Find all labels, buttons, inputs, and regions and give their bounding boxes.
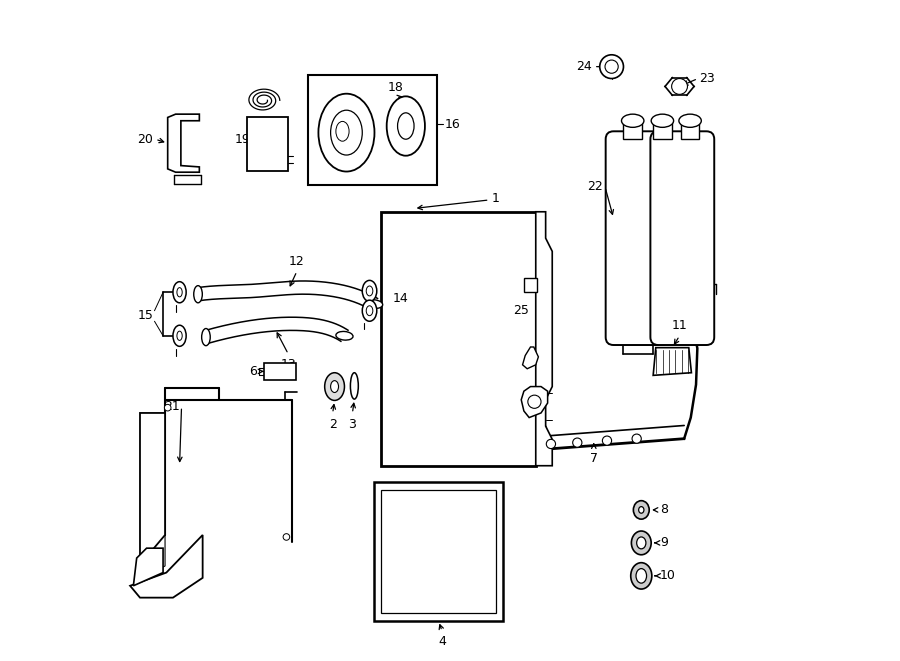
- Ellipse shape: [330, 110, 363, 155]
- Text: 21: 21: [164, 400, 180, 413]
- FancyBboxPatch shape: [606, 132, 670, 345]
- Ellipse shape: [173, 325, 186, 346]
- Circle shape: [605, 60, 618, 73]
- Ellipse shape: [387, 97, 425, 156]
- Ellipse shape: [173, 282, 186, 303]
- Text: 1: 1: [491, 192, 500, 205]
- Polygon shape: [521, 387, 547, 418]
- Ellipse shape: [363, 280, 377, 301]
- Circle shape: [165, 405, 171, 411]
- Circle shape: [602, 436, 612, 446]
- Text: 11: 11: [671, 319, 688, 332]
- Ellipse shape: [177, 288, 182, 297]
- Text: 5: 5: [544, 435, 552, 447]
- Ellipse shape: [363, 300, 377, 321]
- Ellipse shape: [365, 300, 382, 309]
- Circle shape: [599, 55, 624, 79]
- Text: 22: 22: [588, 180, 603, 193]
- Text: 3: 3: [348, 418, 356, 430]
- Text: 17: 17: [338, 158, 354, 171]
- Text: 7: 7: [590, 452, 598, 465]
- Bar: [308, 75, 436, 185]
- Polygon shape: [140, 413, 165, 564]
- Ellipse shape: [636, 568, 646, 583]
- Circle shape: [572, 438, 582, 447]
- Ellipse shape: [639, 506, 644, 513]
- Polygon shape: [133, 548, 163, 586]
- Circle shape: [284, 533, 290, 540]
- Circle shape: [546, 440, 555, 449]
- Bar: [381, 212, 536, 466]
- Text: 9: 9: [660, 536, 668, 549]
- Ellipse shape: [398, 113, 414, 139]
- Text: 20: 20: [138, 133, 153, 145]
- Ellipse shape: [366, 306, 373, 316]
- Bar: [653, 121, 671, 139]
- Text: 24: 24: [576, 60, 592, 73]
- Ellipse shape: [652, 114, 673, 128]
- Text: 8: 8: [660, 504, 668, 516]
- Circle shape: [671, 79, 688, 95]
- Ellipse shape: [631, 563, 652, 589]
- Text: 14: 14: [392, 292, 409, 305]
- Ellipse shape: [319, 94, 374, 172]
- Bar: [381, 490, 496, 613]
- Ellipse shape: [622, 114, 644, 128]
- Ellipse shape: [679, 114, 701, 128]
- Text: 16: 16: [445, 118, 461, 131]
- Text: 25: 25: [513, 304, 529, 317]
- Text: 15: 15: [138, 309, 153, 323]
- Ellipse shape: [336, 331, 353, 340]
- Bar: [247, 117, 288, 171]
- Text: 23: 23: [699, 72, 716, 85]
- Bar: [524, 278, 537, 292]
- Text: 19: 19: [234, 133, 250, 145]
- Text: 13: 13: [281, 358, 296, 371]
- Polygon shape: [653, 348, 691, 375]
- Text: 2: 2: [328, 418, 337, 430]
- Polygon shape: [536, 212, 553, 466]
- Ellipse shape: [325, 373, 345, 401]
- Text: 4: 4: [438, 635, 446, 648]
- Ellipse shape: [636, 537, 646, 549]
- Ellipse shape: [336, 122, 349, 141]
- Polygon shape: [130, 535, 202, 598]
- Bar: [374, 483, 503, 621]
- Ellipse shape: [330, 381, 338, 393]
- Bar: [681, 121, 699, 139]
- Circle shape: [527, 395, 541, 408]
- FancyBboxPatch shape: [651, 132, 715, 345]
- Text: 12: 12: [289, 255, 305, 268]
- Ellipse shape: [202, 329, 211, 346]
- Polygon shape: [167, 114, 199, 173]
- Ellipse shape: [366, 286, 373, 296]
- Bar: [264, 363, 296, 380]
- Ellipse shape: [634, 500, 649, 519]
- Text: 18: 18: [388, 81, 404, 95]
- Text: 10: 10: [660, 569, 676, 582]
- Circle shape: [632, 434, 642, 444]
- Ellipse shape: [350, 373, 358, 399]
- Ellipse shape: [194, 286, 202, 303]
- Bar: [624, 121, 642, 139]
- Polygon shape: [523, 347, 538, 369]
- Ellipse shape: [177, 331, 182, 340]
- Text: 6: 6: [249, 365, 257, 378]
- Ellipse shape: [632, 531, 652, 555]
